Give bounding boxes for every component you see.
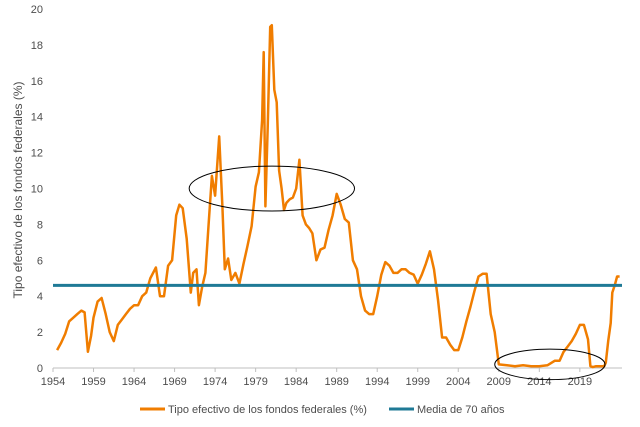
annotation-ellipse-1 (188, 165, 356, 212)
x-tick-label: 1979 (243, 376, 267, 388)
y-tick-label: 0 (37, 363, 43, 375)
x-tick-label: 1984 (284, 376, 308, 388)
y-tick-label: 6 (37, 255, 43, 267)
y-axis-ticks: 0 2 4 6 8 10 12 14 16 18 20 (31, 4, 43, 375)
plot-area (53, 23, 622, 369)
y-axis-label: Tipo efectivo de los fondos federales (%… (11, 81, 25, 298)
x-tick-label: 1954 (41, 376, 65, 388)
x-tick-label: 1974 (203, 376, 227, 388)
x-tick-label: 2014 (527, 376, 551, 388)
x-tick-label: 2019 (568, 376, 592, 388)
y-tick-label: 8 (37, 219, 43, 231)
y-tick-label: 2 (37, 327, 43, 339)
x-tick-label: 2004 (446, 376, 470, 388)
annotation-ellipse-2 (494, 348, 606, 381)
x-tick-label: 2009 (487, 376, 511, 388)
x-tick-label: 1989 (324, 376, 348, 388)
x-tick-label: 1964 (122, 376, 146, 388)
x-tick-label: 1999 (406, 376, 430, 388)
legend-label-rate: Tipo efectivo de los fondos federales (%… (168, 404, 367, 416)
y-tick-label: 4 (37, 291, 43, 303)
y-tick-label: 10 (31, 184, 43, 196)
y-tick-label: 16 (31, 76, 43, 88)
annotations (188, 165, 606, 381)
legend-label-average: Media de 70 años (417, 404, 505, 416)
y-tick-label: 14 (31, 112, 43, 124)
y-tick-label: 20 (31, 4, 43, 16)
legend: Tipo efectivo de los fondos federales (%… (140, 404, 505, 416)
x-tick-label: 1969 (162, 376, 186, 388)
x-axis-ticks: 1954 1959 1964 1969 1974 1979 1984 1989 1994 1999… (41, 368, 592, 388)
x-tick-label: 1959 (81, 376, 105, 388)
y-tick-label: 12 (31, 148, 43, 160)
series-rate-line (56, 23, 620, 369)
x-tick-label: 1994 (365, 376, 389, 388)
y-tick-label: 18 (31, 40, 43, 52)
